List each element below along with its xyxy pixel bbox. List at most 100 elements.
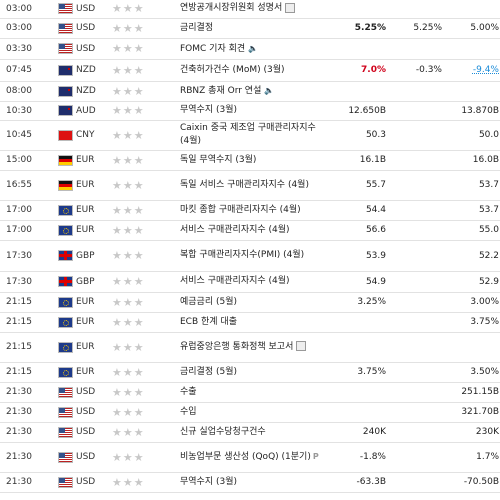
event-cell[interactable]: 독일 무역수지 (3월) — [177, 150, 326, 171]
event-cell[interactable]: Caixin 중국 제조업 구매관리자지수 (4월) — [177, 120, 326, 151]
table-row[interactable]: 21:15 EUR ★★★ ECB 한계 대출 3.75% — [0, 312, 500, 333]
event-name[interactable]: 금리결정 — [180, 22, 214, 33]
event-cell[interactable]: ECB 한계 대출 — [177, 312, 326, 333]
event-name[interactable]: 유럽중앙은행 통화정책 보고서 — [180, 341, 294, 352]
speaker-icon[interactable]: 🔈 — [248, 43, 259, 53]
event-name[interactable]: 서비스 구매관리자지수 (4월) — [180, 276, 290, 286]
event-cell[interactable]: FOMC 기자 회견 🔈 — [177, 38, 326, 60]
event-name[interactable]: ECB 한계 대출 — [180, 316, 237, 327]
event-name[interactable]: 무역수지 (3월) — [180, 105, 238, 115]
table-row[interactable]: 17:00 EUR ★★★ 서비스 구매관리자지수 (4월) 56.6 55.0 — [0, 220, 500, 241]
table-row[interactable]: 16:55 EUR ★★★ 독일 서비스 구매관리자지수 (4월) 55.7 53.7 — [0, 170, 500, 201]
star-icon: ★ — [122, 42, 134, 55]
event-name[interactable]: 독일 서비스 구매관리자지수 (4월) — [180, 179, 309, 190]
table-row[interactable]: 17:00 EUR ★★★ 마킷 종합 구매관리자지수 (4월) 54.4 53.7 — [0, 200, 500, 221]
event-name[interactable]: 금리결정 (5월) — [180, 366, 238, 377]
table-row[interactable]: 03:00 USD ★★★ 금리결정 5.25% 5.25% 5.00% — [0, 18, 500, 39]
event-name[interactable]: 수입 — [180, 406, 197, 417]
table-row[interactable]: 17:30 GBP ★★★ 서비스 구매관리자지수 (4월) 54.9 52.9 — [0, 271, 500, 293]
star-icon: ★ — [133, 178, 145, 192]
event-name[interactable]: 수출 — [180, 386, 197, 397]
event-cell[interactable]: 독일 서비스 구매관리자지수 (4월) — [177, 170, 326, 201]
flag-cell — [54, 312, 76, 333]
star-icon: ★ — [112, 385, 123, 399]
star-icon: ★ — [112, 128, 123, 142]
table-row[interactable]: 10:30 AUD ★★★ 무역수지 (3월) 12.650B 13.870B — [0, 101, 500, 121]
table-row[interactable]: 21:30 USD ★★★ 수입 321.70B — [0, 402, 500, 423]
table-row[interactable]: 21:30 USD ★★★ 비농업부문 생산성 (QoQ) (1분기) P -1.8% 1.… — [0, 442, 500, 473]
event-cell[interactable]: 무역수지 (3월) — [177, 101, 326, 121]
table-row[interactable]: 07:45 NZD ★★★ 건축허가건수 (MoM) (3월) 7.0% -0.3% -9.… — [0, 59, 500, 82]
event-cell[interactable]: 복합 구매관리자지수(PMI) (4월) — [177, 240, 326, 272]
event-name[interactable]: 신규 실업수당청구건수 — [180, 426, 266, 437]
table-row[interactable]: 03:30 USD ★★★ FOMC 기자 회견 🔈 — [0, 38, 500, 60]
previous-value: 251.15B — [461, 387, 499, 397]
event-cell[interactable]: 금리결정 — [177, 18, 326, 39]
star-icon: ★ — [112, 2, 123, 16]
event-name[interactable]: RBNZ 총재 Orr 연설 — [180, 86, 262, 96]
document-icon[interactable] — [296, 341, 307, 351]
table-row[interactable]: 08:00 NZD ★★★ RBNZ 총재 Orr 연설 🔈 — [0, 81, 500, 102]
event-cell[interactable]: 수출 — [177, 382, 326, 403]
event-cell[interactable]: 무역수지 (3월) — [177, 472, 326, 493]
previous-value: 16.0B — [472, 155, 499, 165]
flag-cell — [54, 292, 76, 313]
event-cell[interactable]: 비농업부문 생산성 (QoQ) (1분기) P — [177, 442, 326, 473]
table-row[interactable]: 21:15 EUR ★★★ 유럽중앙은행 통화정책 보고서 — [0, 332, 500, 363]
event-cell[interactable]: 건축허가건수 (MoM) (3월) — [177, 59, 326, 82]
event-cell[interactable]: 유럽중앙은행 통화정책 보고서 — [177, 332, 326, 363]
event-name[interactable]: 서비스 구매관리자지수 (4월) — [180, 224, 290, 235]
event-name[interactable]: 예금금리 (5월) — [180, 296, 238, 307]
previous-value[interactable]: -9.4% — [472, 65, 499, 75]
actual-cell: 5.25% — [326, 18, 392, 39]
event-name[interactable]: 마킷 종합 구매관리자지수 (4월) — [180, 204, 301, 215]
star-icon: ★ — [122, 2, 134, 16]
event-cell[interactable]: 서비스 구매관리자지수 (4월) — [177, 271, 326, 293]
event-cell[interactable]: 서비스 구매관리자지수 (4월) — [177, 220, 326, 241]
event-cell[interactable]: 연방공개시장위원회 성명서 — [177, 0, 326, 19]
document-icon[interactable] — [285, 2, 296, 13]
event-name[interactable]: FOMC 기자 회견 — [180, 43, 246, 54]
table-row[interactable]: 03:00 USD ★★★ 연방공개시장위원회 성명서 — [0, 0, 500, 19]
table-row[interactable]: 21:15 EUR ★★★ 예금금리 (5월) 3.25% 3.00% — [0, 292, 500, 313]
event-name[interactable]: 연방공개시장위원회 성명서 — [180, 3, 283, 14]
star-icon: ★ — [133, 128, 145, 142]
flag-cell — [54, 200, 76, 221]
event-name[interactable]: 건축허가건수 (MoM) (3월) — [180, 64, 285, 75]
usa-flag-icon — [57, 426, 73, 438]
event-cell[interactable]: 수입 — [177, 402, 326, 423]
table-row[interactable]: 21:30 USD ★★★ 신규 실업수당청구건수 240K 230K — [0, 422, 500, 443]
eu-flag-icon — [57, 224, 73, 236]
flag-cell — [54, 362, 76, 383]
importance-stars: ★★★ — [112, 200, 177, 221]
star-icon: ★ — [112, 425, 123, 439]
event-cell[interactable]: 마킷 종합 구매관리자지수 (4월) — [177, 200, 326, 221]
event-name[interactable]: 독일 무역수지 (3월) — [180, 154, 257, 165]
time-cell: 08:00 — [0, 81, 54, 102]
star-icon: ★ — [133, 21, 145, 35]
event-cell[interactable]: 예금금리 (5월) — [177, 292, 326, 313]
table-row[interactable]: 15:00 EUR ★★★ 독일 무역수지 (3월) 16.1B 16.0B — [0, 150, 500, 171]
table-row[interactable]: 17:30 GBP ★★★ 복합 구매관리자지수(PMI) (4월) 53.9 52.2 — [0, 240, 500, 272]
table-row[interactable]: 21:30 USD ★★★ 수출 251.15B — [0, 382, 500, 403]
event-name[interactable]: 무역수지 (3월) — [180, 476, 238, 487]
event-name[interactable]: 비농업부문 생산성 (QoQ) (1분기) — [180, 452, 311, 462]
previous-cell: -9.4% — [446, 59, 500, 82]
previous-cell — [446, 0, 500, 19]
previous-cell: 251.15B — [446, 382, 500, 403]
time-cell: 17:00 — [0, 200, 54, 221]
table-row[interactable]: 21:15 EUR ★★★ 금리결정 (5월) 3.75% 3.50% — [0, 362, 500, 383]
event-cell[interactable]: 신규 실업수당청구건수 — [177, 422, 326, 443]
event-cell[interactable]: 금리결정 (5월) — [177, 362, 326, 383]
event-name[interactable]: Caixin 중국 제조업 구매관리자지수 (4월) — [180, 123, 316, 146]
event-cell[interactable]: RBNZ 총재 Orr 연설 🔈 — [177, 81, 326, 102]
table-row[interactable]: 21:30 USD ★★★ 무역수지 (3월) -63.3B -70.50B — [0, 472, 500, 493]
star-icon: ★ — [122, 275, 134, 288]
speaker-icon[interactable]: 🔈 — [264, 86, 275, 95]
event-name[interactable]: 복합 구매관리자지수(PMI) (4월) — [180, 250, 305, 260]
table-row[interactable]: 10:45 CNY ★★★ Caixin 중국 제조업 구매관리자지수 (4월) 50.… — [0, 120, 500, 151]
star-icon: ★ — [112, 295, 123, 309]
previous-cell: 53.7 — [446, 200, 500, 221]
actual-cell — [326, 38, 392, 60]
